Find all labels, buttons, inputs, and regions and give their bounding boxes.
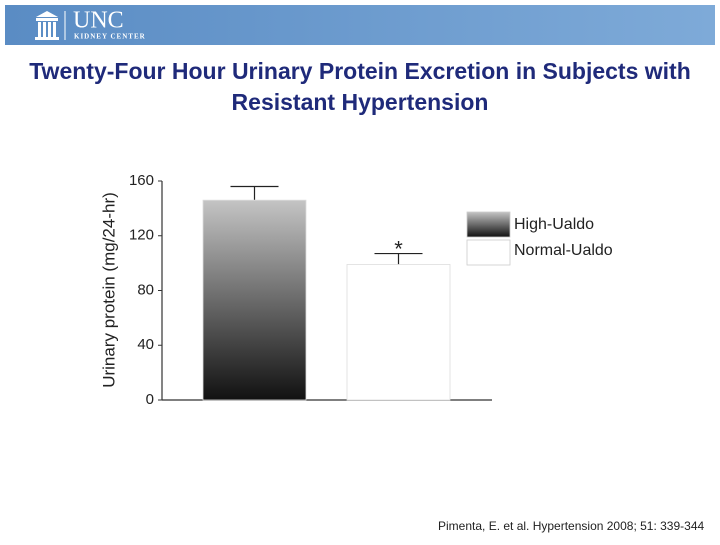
title-box: Twenty-Four Hour Urinary Protein Excreti…: [29, 58, 691, 115]
logo-icon: [35, 11, 59, 40]
legend-swatch: [466, 211, 511, 238]
legend-swatch: [466, 239, 511, 266]
y-tick-label: 40: [137, 336, 154, 353]
y-axis-label: Urinary protein (mg/24-hr): [99, 192, 118, 388]
legend-label: Normal-Ualdo: [514, 242, 613, 259]
bar: [346, 264, 451, 401]
y-tick-label: 80: [137, 281, 154, 298]
y-tick-label: 0: [146, 391, 154, 408]
header-band: [5, 5, 715, 45]
source: Pimenta, E. et al. Hypertension 2008; 51…: [438, 519, 704, 533]
annotation: *: [394, 236, 403, 261]
logo-subtitle: KIDNEY CENTER: [74, 33, 146, 41]
legend-label: High-Ualdo: [514, 216, 594, 233]
y-tick-label: 160: [129, 172, 154, 189]
y-tick-label: 120: [129, 227, 154, 244]
logo-text: UNC: [73, 8, 124, 34]
bar: [202, 199, 307, 401]
chart-title: Twenty-Four Hour Urinary Protein Excreti…: [29, 58, 691, 115]
